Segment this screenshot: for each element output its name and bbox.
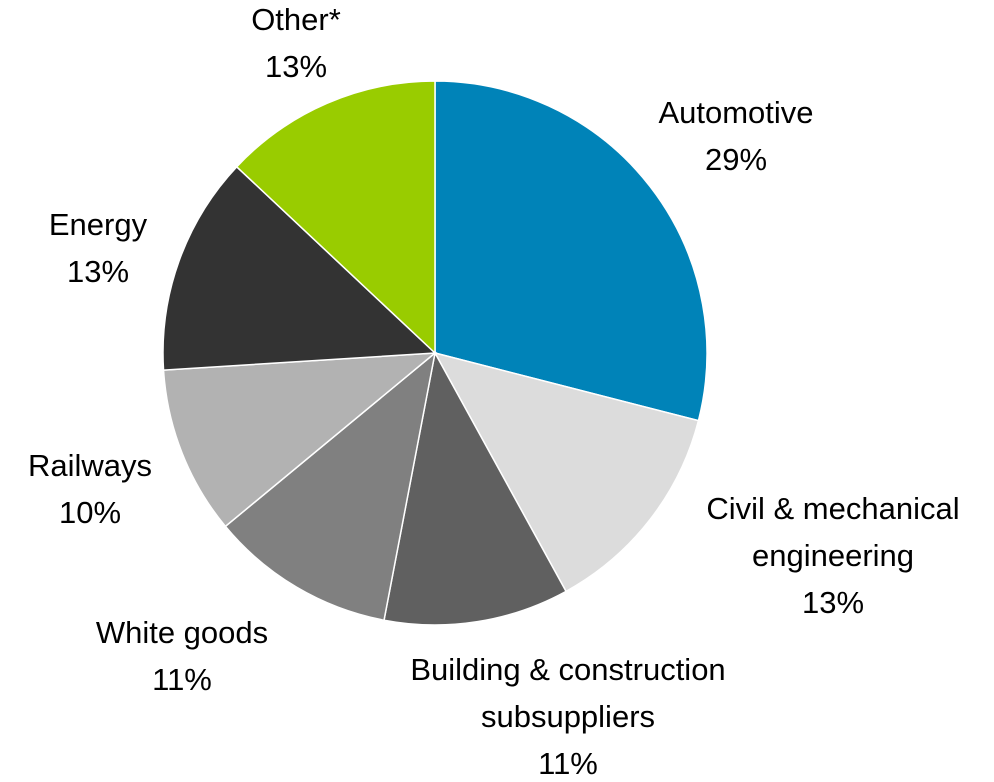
slice-labels: Automotive 29% Civil & mechanical engineeri… [28, 2, 960, 781]
slice-label-other: Other* 13% [251, 2, 341, 84]
pie-slice-automotive [434, 80, 708, 422]
pie-slice-energy [162, 165, 437, 371]
pie-slice-civil-mechanical-engineering [433, 351, 700, 593]
pie-slices [162, 80, 708, 626]
slice-name-line: Civil & mechanical [706, 491, 959, 526]
pie-slice-other [235, 80, 436, 355]
slice-percent: 13% [67, 254, 129, 289]
slice-label-automotive: Automotive 29% [658, 95, 813, 177]
slice-percent: 10% [59, 495, 121, 530]
pie-slice-railways [162, 352, 438, 528]
pie-slice-building-construction-subsuppliers [383, 350, 568, 626]
slice-percent: 11% [538, 746, 598, 781]
slice-percent: 29% [705, 142, 767, 177]
slice-percent: 13% [802, 585, 864, 620]
slice-name-line: Energy [49, 207, 148, 242]
slice-percent: 13% [265, 49, 327, 84]
slice-label-energy: Energy 13% [49, 207, 148, 289]
slice-name-line: subsuppliers [481, 699, 655, 734]
slice-name-line: Building & construction [410, 652, 725, 687]
slice-name-line: Automotive [658, 95, 813, 130]
slice-percent: 11% [152, 662, 212, 697]
pie-slice-white-goods [224, 351, 437, 622]
slice-label-civil-mechanical-engineering: Civil & mechanical engineering 13% [706, 491, 959, 620]
slice-name-line: Other* [251, 2, 341, 37]
slice-label-white-goods: White goods 11% [96, 615, 268, 697]
slice-name-line: engineering [752, 538, 914, 573]
slice-label-building-construction-subsuppliers: Building & construction subsuppliers 11% [410, 652, 725, 781]
slice-label-railways: Railways 10% [28, 448, 152, 530]
slice-name-line: White goods [96, 615, 268, 650]
slice-name-line: Railways [28, 448, 152, 483]
